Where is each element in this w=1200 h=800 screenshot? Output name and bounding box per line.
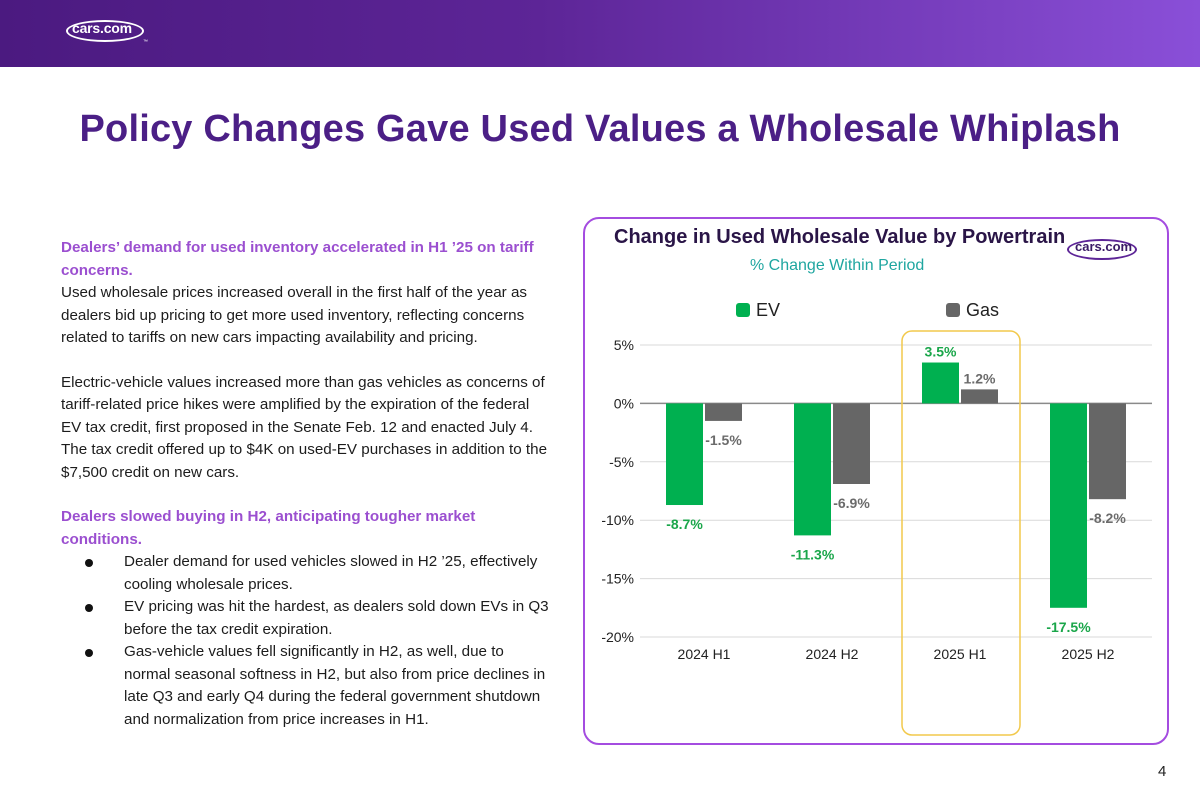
legend-gas-label: Gas xyxy=(966,300,1000,320)
x-tick-label: 2025 H1 xyxy=(934,646,987,662)
legend-ev: EV xyxy=(736,300,780,321)
bar-ev xyxy=(666,403,703,506)
data-label-ev: -8.7% xyxy=(666,516,703,532)
bar-ev xyxy=(794,403,831,536)
y-tick-label: -15% xyxy=(601,571,634,587)
chart-title: Change in Used Wholesale Value by Powert… xyxy=(614,226,1066,248)
bar-gas xyxy=(833,403,870,484)
chart-logo-oval xyxy=(1067,239,1137,260)
legend-gas-swatch xyxy=(946,303,960,317)
page-title: Policy Changes Gave Used Values a Wholes… xyxy=(79,108,1121,150)
x-tick-label: 2024 H1 xyxy=(678,646,731,662)
chart-subtitle: % Change Within Period xyxy=(750,257,925,274)
logo-text: cars.com xyxy=(72,20,132,36)
body-text: Dealers’ demand for used inventory accel… xyxy=(61,237,551,731)
paragraph-2: Electric-vehicle values increased more t… xyxy=(61,373,548,481)
bar-ev xyxy=(1050,403,1087,608)
y-tick-label: -20% xyxy=(601,629,634,645)
logo-trademark: ™ xyxy=(143,39,148,45)
chart-logo-text: cars.com xyxy=(1075,239,1133,254)
bullet-item: Gas-vehicle values fell significantly in… xyxy=(61,641,551,731)
header-bar: cars.com ™ xyxy=(0,0,1200,67)
data-label-gas: -1.5% xyxy=(705,432,742,448)
bullet-dot-icon xyxy=(85,604,93,612)
data-label-gas: -6.9% xyxy=(833,495,870,511)
bullet-item: Dealer demand for used vehicles slowed i… xyxy=(61,551,551,596)
highlight-box xyxy=(901,330,1021,736)
data-label-ev: 3.5% xyxy=(925,344,957,360)
logo-oval xyxy=(66,20,144,42)
section-heading-h1: Dealers’ demand for used inventory accel… xyxy=(61,239,534,279)
bar-gas xyxy=(705,403,742,421)
bullet-dot-icon xyxy=(85,559,93,567)
data-label-gas: -8.2% xyxy=(1089,510,1126,526)
page-number: 4 xyxy=(1158,763,1167,780)
y-tick-label: -5% xyxy=(609,454,634,470)
legend-ev-swatch xyxy=(736,303,750,317)
chart-cars-com-logo: cars.com xyxy=(1067,233,1139,263)
y-tick-label: 5% xyxy=(614,337,634,353)
x-tick-label: 2024 H2 xyxy=(806,646,859,662)
bar-gas xyxy=(1089,403,1126,500)
y-tick-label: 0% xyxy=(614,395,634,411)
bullet-dot-icon xyxy=(85,649,93,657)
legend-gas: Gas xyxy=(946,300,999,321)
section-heading-h2: Dealers slowed buying in H2, anticipatin… xyxy=(61,508,476,548)
data-label-ev: -17.5% xyxy=(1046,619,1091,635)
legend-ev-label: EV xyxy=(756,300,781,320)
bullet-item: EV pricing was hit the hardest, as deale… xyxy=(61,596,551,641)
bullet-list: Dealer demand for used vehicles slowed i… xyxy=(61,551,551,731)
data-label-gas: 1.2% xyxy=(964,370,996,386)
paragraph-1: Used wholesale prices increased overall … xyxy=(61,284,527,346)
y-tick-label: -10% xyxy=(601,512,634,528)
data-label-ev: -11.3% xyxy=(791,546,835,562)
x-tick-label: 2025 H2 xyxy=(1062,646,1115,662)
bar-ev xyxy=(922,362,959,404)
bar-gas xyxy=(961,389,998,404)
cars-com-logo[interactable]: cars.com ™ xyxy=(66,14,148,46)
